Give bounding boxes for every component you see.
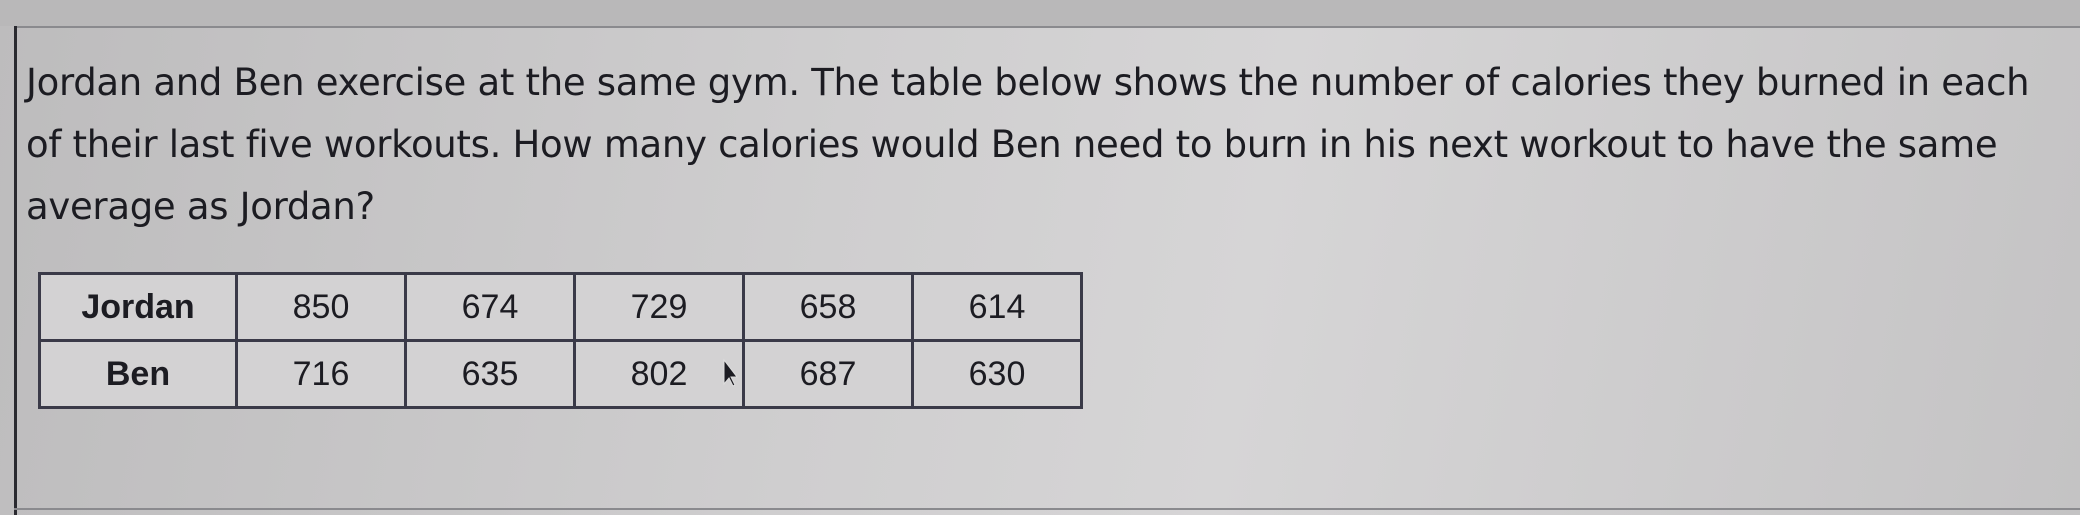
table-cell: 802 [573,339,745,409]
row-label: Ben [38,339,238,409]
table-cell: 716 [235,339,407,409]
question-text: Jordan and Ben exercise at the same gym.… [26,61,2030,228]
table-cell: 630 [911,339,1083,409]
left-border [14,26,17,515]
table-cell: 729 [573,272,745,342]
table-row-jordan: Jordan 850 674 729 658 614 [38,272,1083,342]
table-cell: 687 [742,339,914,409]
row-label: Jordan [38,272,238,342]
calories-table: Jordan 850 674 729 658 614 Ben 716 635 8… [38,272,1083,409]
table-cell: 614 [911,272,1083,342]
table-cell: 674 [404,272,576,342]
screen-top-band [0,0,2080,26]
mouse-cursor-icon [723,358,738,387]
table-cell: 850 [235,272,407,342]
table-cell: 658 [742,272,914,342]
table-row-ben: Ben 716 635 802 687 630 [38,339,1083,409]
table-cell: 635 [404,339,576,409]
divider [14,26,2080,28]
divider [14,508,2080,510]
